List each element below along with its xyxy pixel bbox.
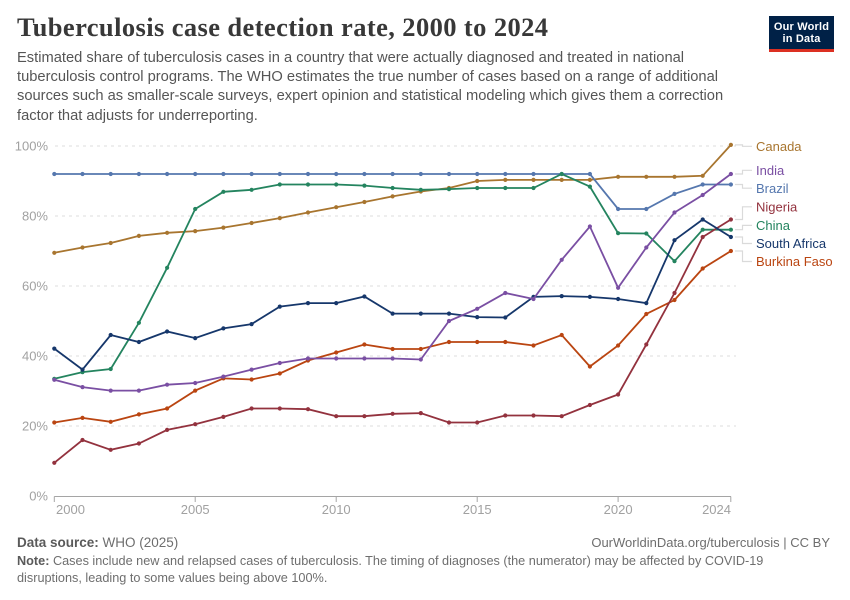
svg-text:Brazil: Brazil bbox=[756, 181, 789, 196]
svg-text:Burkina Faso: Burkina Faso bbox=[756, 254, 833, 269]
svg-text:20%: 20% bbox=[22, 419, 48, 434]
svg-text:100%: 100% bbox=[15, 139, 49, 154]
svg-text:South Africa: South Africa bbox=[756, 236, 827, 251]
svg-text:60%: 60% bbox=[22, 279, 48, 294]
svg-text:2020: 2020 bbox=[604, 502, 633, 517]
svg-text:40%: 40% bbox=[22, 349, 48, 364]
svg-text:2000: 2000 bbox=[56, 502, 85, 517]
svg-text:2005: 2005 bbox=[181, 502, 210, 517]
svg-text:0%: 0% bbox=[29, 489, 48, 504]
svg-text:2024: 2024 bbox=[702, 502, 731, 517]
svg-text:2010: 2010 bbox=[322, 502, 351, 517]
svg-text:2015: 2015 bbox=[463, 502, 492, 517]
svg-text:80%: 80% bbox=[22, 209, 48, 224]
svg-text:China: China bbox=[756, 218, 791, 233]
svg-text:Nigeria: Nigeria bbox=[756, 200, 798, 215]
svg-text:Canada: Canada bbox=[756, 139, 802, 154]
svg-text:India: India bbox=[756, 163, 785, 178]
